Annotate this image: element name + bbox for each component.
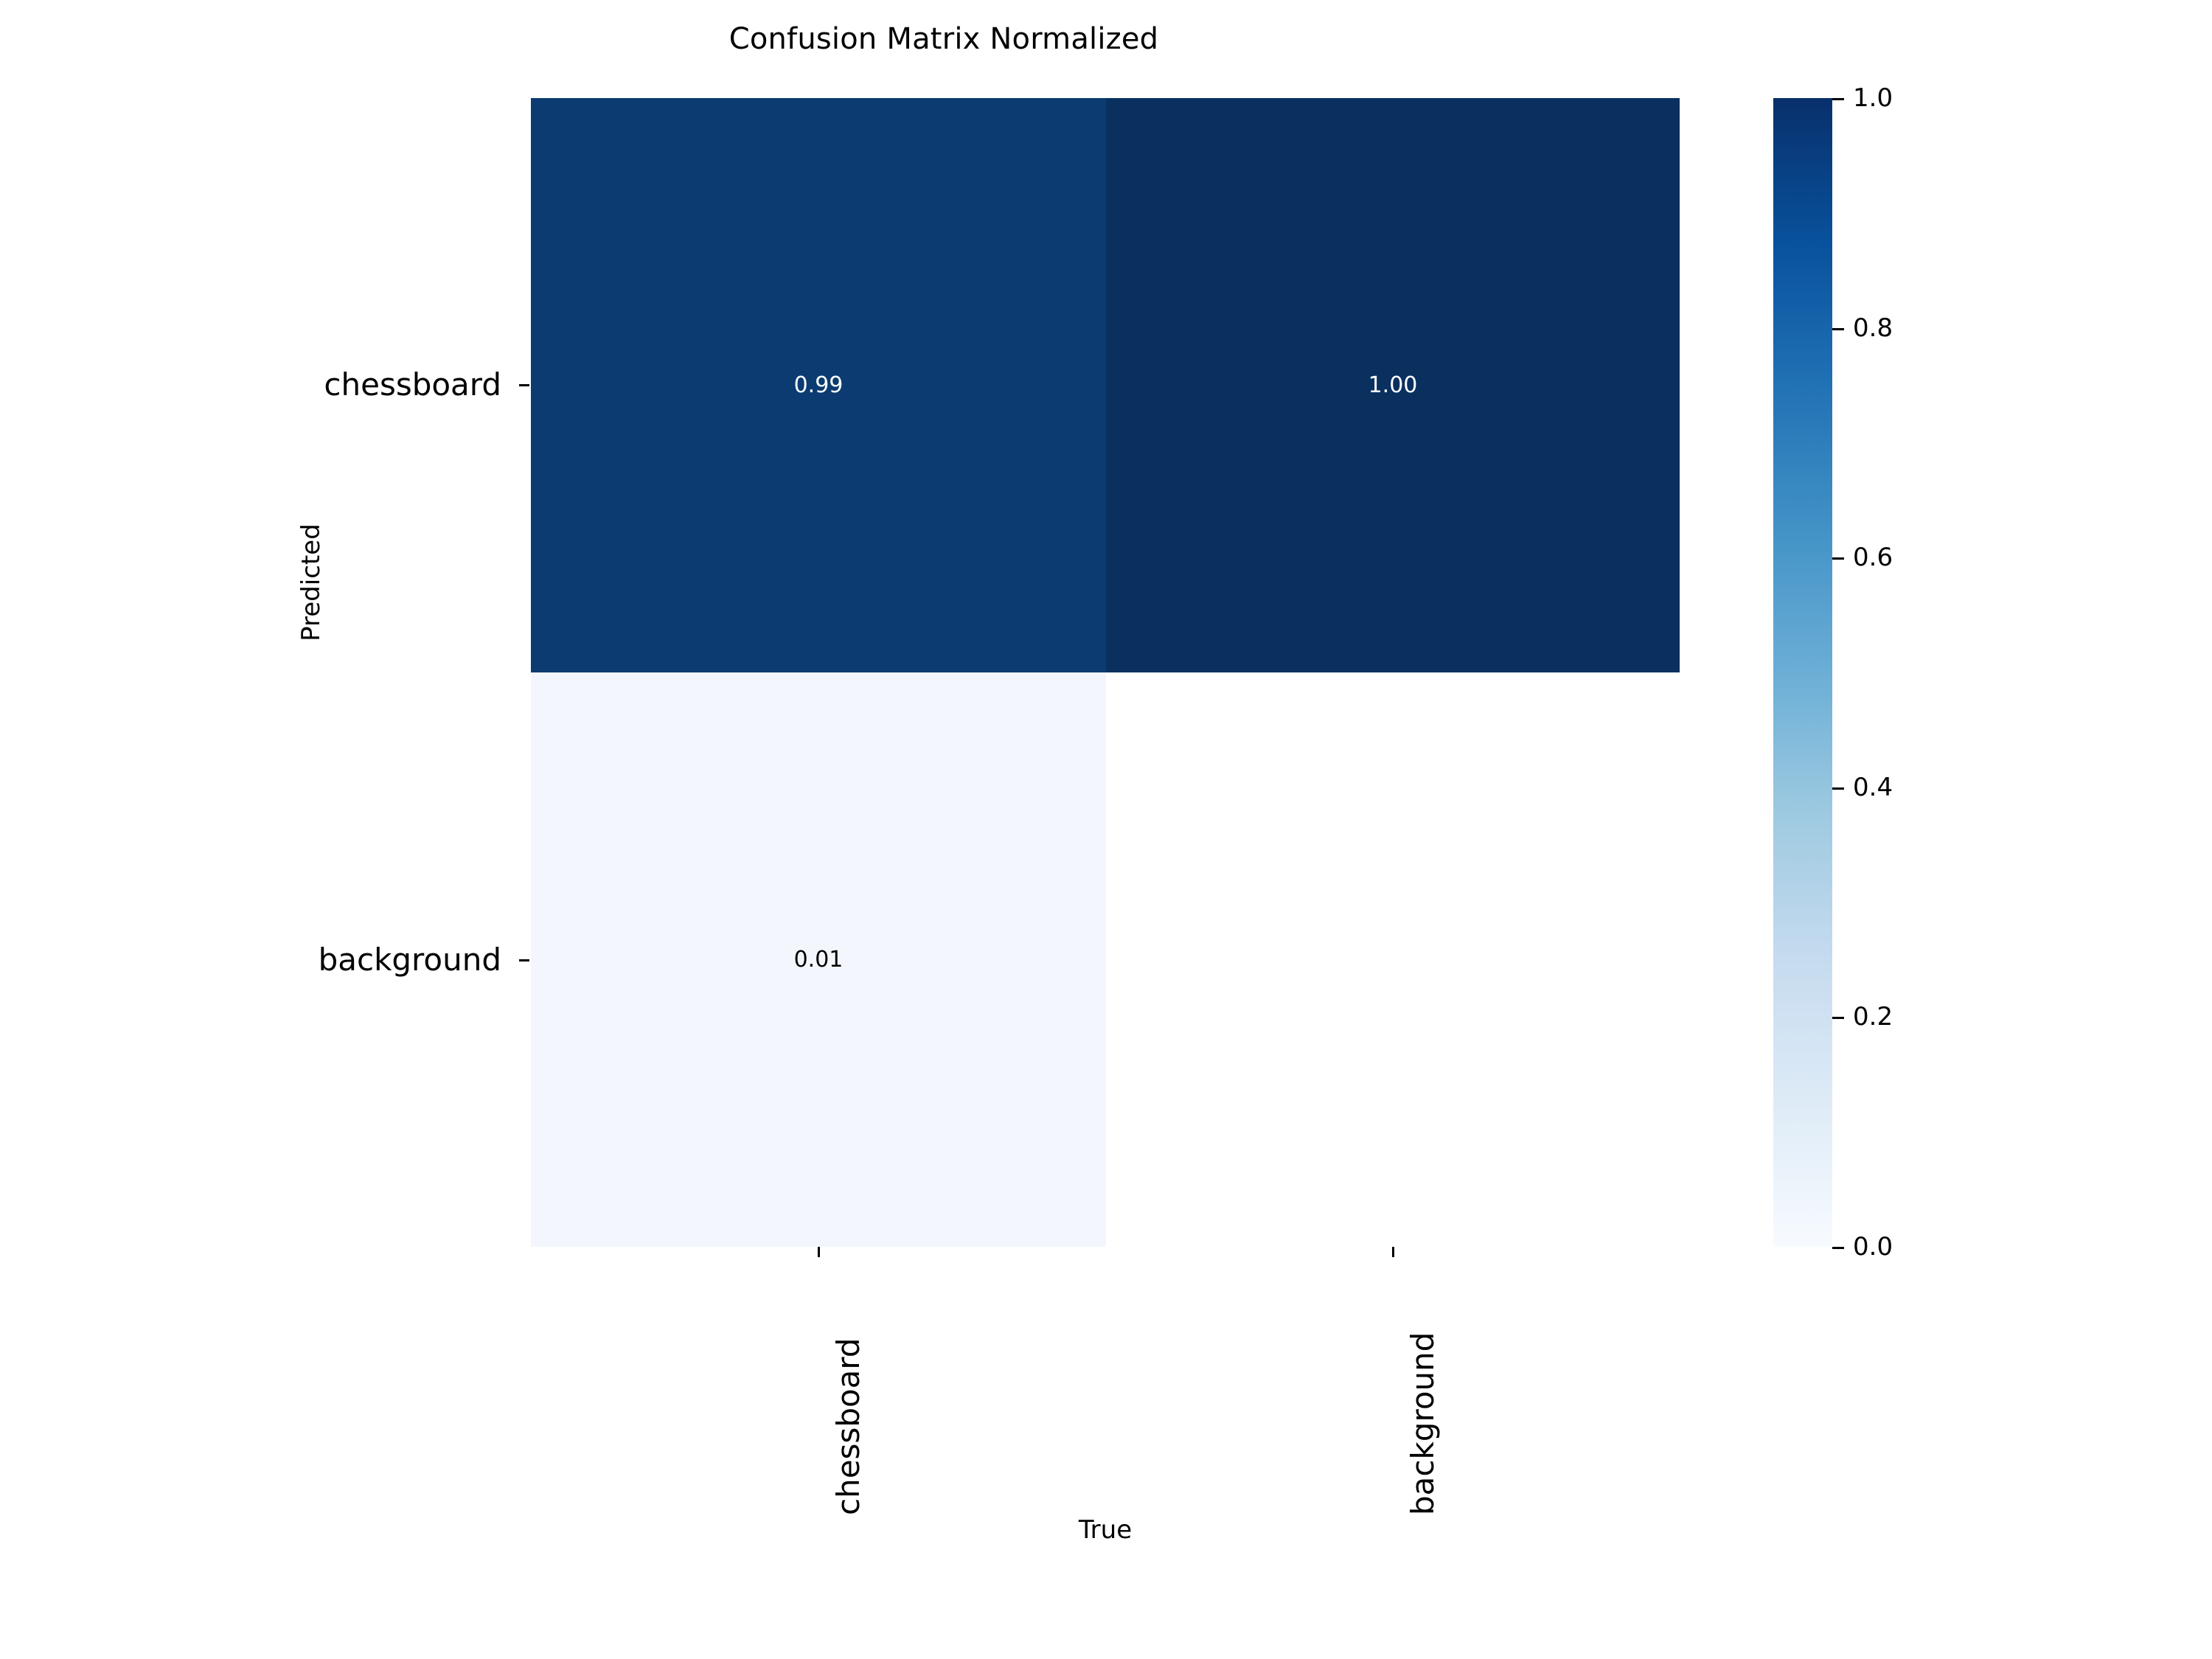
heatmap-row: 0.01	[531, 672, 1680, 1247]
heatmap-cell-background-chessboard[interactable]: 0.01	[531, 672, 1106, 1247]
colorbar-gradient	[1773, 98, 1832, 1247]
x-tick-mark-1	[1392, 1247, 1394, 1257]
colorbar-tick-label-2: 0.4	[1853, 772, 1893, 802]
colorbar[interactable]: 0.0 0.2 0.4 0.6 0.8 1.0	[1773, 83, 1893, 1262]
heatmap-cell-value: 0.01	[793, 946, 844, 973]
colorbar-tick-mark-2	[1832, 787, 1844, 790]
heatmap-row: 0.99 1.00	[531, 98, 1680, 672]
y-tick-label-chessboard: chessboard	[324, 366, 501, 403]
colorbar-tick-label-5: 1.0	[1853, 83, 1893, 113]
heatmap-cell-value: 1.00	[1368, 372, 1418, 398]
colorbar-tick-label-3: 0.6	[1853, 543, 1893, 573]
x-tick-mark-0	[818, 1247, 820, 1257]
colorbar-tick-mark-0	[1832, 1247, 1844, 1249]
x-axis-title: True	[1078, 1515, 1133, 1545]
y-axis-title: Predicted	[296, 524, 326, 641]
colorbar-tick-label-1: 0.2	[1853, 1002, 1893, 1032]
heatmap-cell-chessboard-background[interactable]: 1.00	[1106, 98, 1680, 672]
colorbar-tick-mark-5	[1832, 98, 1844, 100]
colorbar-tick-mark-3	[1832, 557, 1844, 560]
heatmap-plot-area: 0.99 1.00 0.01	[531, 98, 1680, 1247]
x-tick-label-background: background	[1405, 1332, 1441, 1515]
colorbar-tick-label-4: 0.8	[1853, 313, 1893, 343]
x-tick-label-chessboard: chessboard	[830, 1338, 866, 1515]
y-tick-mark-1	[519, 959, 529, 961]
colorbar-tick-label-0: 0.0	[1853, 1232, 1893, 1262]
colorbar-tick-mark-4	[1832, 327, 1844, 330]
heatmap-cell-chessboard-chessboard[interactable]: 0.99	[531, 98, 1106, 672]
y-tick-label-background: background	[318, 942, 501, 978]
page-title: Confusion Matrix Normalized	[728, 22, 1159, 56]
heatmap-cell-background-background[interactable]	[1106, 672, 1680, 1247]
heatmap-cell-value: 0.99	[793, 372, 844, 398]
colorbar-tick-mark-1	[1832, 1017, 1844, 1020]
y-tick-mark-0	[519, 384, 529, 386]
